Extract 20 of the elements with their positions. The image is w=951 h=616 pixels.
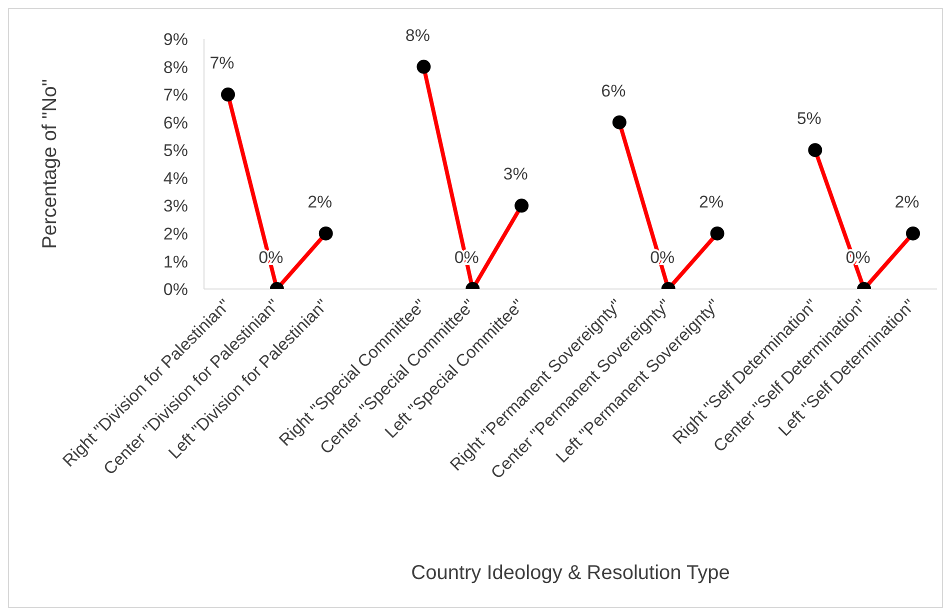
data-label: 7% <box>210 54 234 73</box>
data-label: 2% <box>308 192 332 212</box>
y-tick-label: 7% <box>163 86 188 105</box>
y-tick-label: 4% <box>163 168 188 188</box>
y-tick-label: 5% <box>163 141 188 160</box>
data-label: 2% <box>894 192 920 212</box>
data-label: 6% <box>601 81 626 100</box>
y-tick-label: 9% <box>163 30 188 50</box>
data-label: 5% <box>796 109 822 128</box>
x-axis-title: Country Ideology & Resolution Type <box>411 562 730 584</box>
data-label: 8% <box>405 26 430 45</box>
y-tick-label: 8% <box>163 58 188 77</box>
data-label: 3% <box>503 164 528 184</box>
data-label: 2% <box>698 192 724 212</box>
y-axis-title: Percentage of "No" <box>39 79 62 249</box>
y-tick-label: 0% <box>163 280 188 300</box>
y-tick-label: 2% <box>163 224 188 244</box>
y-tick-label: 6% <box>163 113 188 132</box>
y-tick-label: 1% <box>163 252 188 272</box>
y-tick-label: 3% <box>163 196 188 216</box>
